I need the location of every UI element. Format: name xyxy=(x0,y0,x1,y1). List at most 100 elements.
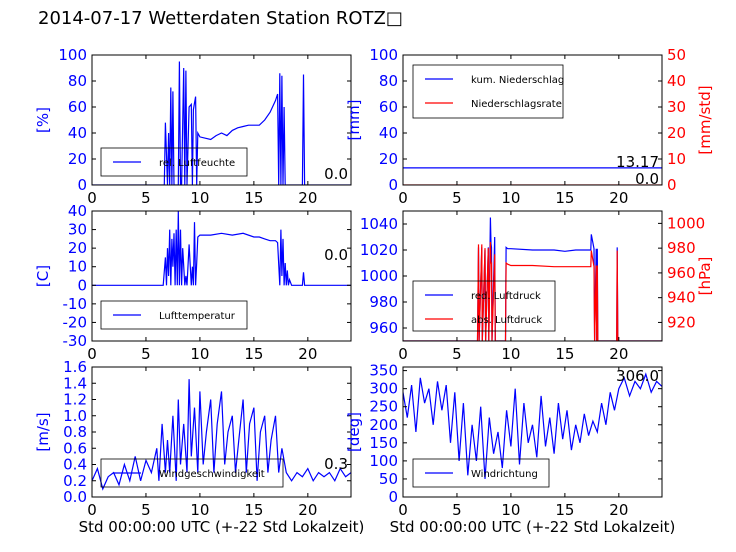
temperature-ytick-label: -10 xyxy=(63,295,88,313)
precipitation-ytick-right-label: 30 xyxy=(667,98,686,116)
temperature-legend-label: Lufttemperatur xyxy=(159,311,236,322)
wind_direction-xtick-label: 5 xyxy=(452,501,462,519)
precipitation-legend-label: kum. Niederschlag xyxy=(471,75,564,86)
temperature-ytick-label: 10 xyxy=(68,258,87,276)
temperature-ytick-label: -30 xyxy=(63,332,88,350)
wind_speed-ytick-label: 1.6 xyxy=(63,358,87,376)
wind_speed-ytick-label: 0.6 xyxy=(63,439,87,457)
humidity-ylabel: [%] xyxy=(34,107,52,133)
wind_direction-ytick-label: 50 xyxy=(379,470,398,488)
wind_direction-ylabel: [deg] xyxy=(345,412,363,452)
wind_speed-ytick-label: 0.2 xyxy=(63,472,87,490)
pressure-xtick-label: 10 xyxy=(501,345,520,363)
wind_speed-ytick-label: 0.0 xyxy=(63,488,87,506)
wind_direction-xtick-label: 0 xyxy=(398,501,408,519)
wind_speed-series-0-line xyxy=(92,379,351,491)
temperature-plot-frame xyxy=(91,210,352,342)
wind_direction-plot-frame xyxy=(402,366,663,498)
precipitation-xtick-label: 10 xyxy=(501,189,520,207)
precipitation-ytick-label: 60 xyxy=(379,98,398,116)
temperature-legend-box xyxy=(100,300,248,330)
humidity-xtick-label: 15 xyxy=(244,189,263,207)
wind_direction-ytick-label: 0 xyxy=(388,488,398,506)
humidity-ytick-label: 20 xyxy=(68,150,87,168)
precipitation-xtick-label: 5 xyxy=(452,189,462,207)
precipitation-ylabel: [mm] xyxy=(345,100,363,141)
humidity-xtick-label: 10 xyxy=(190,189,209,207)
pressure-series-1-line xyxy=(403,241,662,341)
wind_speed-ytick-label: 0.8 xyxy=(63,423,87,441)
precipitation-ytick-right-label: 40 xyxy=(667,72,686,90)
page-title: 2014-07-17 Wetterdaten Station ROTZ□ xyxy=(38,8,403,29)
wind_direction-ytick-label: 350 xyxy=(369,362,398,380)
wind_direction-series-0-line xyxy=(403,372,662,479)
wind_direction-xtick-label: 10 xyxy=(501,501,520,519)
pressure-xtick-label: 5 xyxy=(452,345,462,363)
humidity-ytick-label: 100 xyxy=(58,46,87,64)
humidity-legend-box xyxy=(100,147,248,177)
temperature-xtick-label: 5 xyxy=(141,345,151,363)
wind_speed-xtick-label: 0 xyxy=(87,501,97,519)
humidity-xtick-label: 5 xyxy=(141,189,151,207)
precipitation-ytick-right-label: 20 xyxy=(667,124,686,142)
wind_direction-current-value-label: 306.0 xyxy=(616,367,659,385)
pressure-ytick-label: 980 xyxy=(369,293,398,311)
precipitation-ylabel-right: [mm/std] xyxy=(696,85,714,154)
wind_speed-ytick-label: 1.4 xyxy=(63,374,87,392)
pressure-ytick-label: 960 xyxy=(369,319,398,337)
pressure-ytick-right-label: 980 xyxy=(667,239,696,257)
humidity-legend-label: rel. Luftfeuchte xyxy=(159,158,235,169)
pressure-ytick-label: 1020 xyxy=(360,241,398,259)
precipitation-current-value-label: 0.0 xyxy=(635,170,659,188)
temperature-current-value-label: 0.0 xyxy=(324,246,348,264)
pressure-legend-box xyxy=(412,280,556,332)
humidity-plot-frame xyxy=(91,54,352,186)
wind_speed-xlabel: Std 00:00:00 UTC (+-22 Std Lokalzeit) xyxy=(79,518,365,536)
wind_direction-ytick-label: 100 xyxy=(369,452,398,470)
pressure-ytick-label: 1040 xyxy=(360,215,398,233)
temperature-ytick-label: 30 xyxy=(68,221,87,239)
precipitation-xtick-label: 20 xyxy=(609,189,628,207)
humidity-ytick-label: 60 xyxy=(68,98,87,116)
humidity-xtick-label: 20 xyxy=(298,189,317,207)
wind_direction-ytick-label: 250 xyxy=(369,398,398,416)
pressure-legend-label: abs. Luftdruck xyxy=(471,315,542,326)
humidity-current-value-label: 0.0 xyxy=(324,165,348,183)
pressure-ylabel-right: [hPa] xyxy=(696,257,714,296)
wind_speed-legend-label: Windgeschwindigkeit xyxy=(159,469,265,480)
wind_speed-legend-box xyxy=(100,458,284,488)
pressure-legend-label: red. Luftdruck xyxy=(471,291,541,302)
temperature-series-0-line xyxy=(92,211,351,286)
precipitation-ytick-label: 0 xyxy=(388,176,398,194)
wind_direction-ytick-label: 150 xyxy=(369,434,398,452)
temperature-ytick-label: -20 xyxy=(63,313,88,331)
humidity-ytick-label: 40 xyxy=(68,124,87,142)
pressure-ytick-right-label: 940 xyxy=(667,289,696,307)
pressure-xtick-label: 15 xyxy=(555,345,574,363)
precipitation-plot-frame xyxy=(402,54,663,186)
temperature-xtick-label: 10 xyxy=(190,345,209,363)
temperature-xtick-label: 20 xyxy=(298,345,317,363)
wind_direction-ytick-label: 300 xyxy=(369,380,398,398)
precipitation-ytick-right-label: 50 xyxy=(667,46,686,64)
wind_speed-xtick-label: 15 xyxy=(244,501,263,519)
wind_direction-xtick-label: 15 xyxy=(555,501,574,519)
wind_speed-current-value-label: 0.3 xyxy=(324,455,348,473)
pressure-ytick-right-label: 920 xyxy=(667,313,696,331)
wind_speed-xtick-label: 5 xyxy=(141,501,151,519)
pressure-ytick-right-label: 960 xyxy=(667,264,696,282)
precipitation-ytick-right-label: 10 xyxy=(667,150,686,168)
precipitation-ytick-label: 100 xyxy=(369,46,398,64)
precipitation-current-value-label: 13.17 xyxy=(616,153,659,171)
wind_direction-xtick-label: 20 xyxy=(609,501,628,519)
precipitation-ytick-right-label: 0 xyxy=(667,176,677,194)
precipitation-ytick-label: 20 xyxy=(379,150,398,168)
humidity-series-0-line xyxy=(92,61,351,185)
wind_speed-ytick-label: 1.0 xyxy=(63,407,87,425)
temperature-ylabel: [C] xyxy=(34,265,52,287)
temperature-ytick-label: 0 xyxy=(77,276,87,294)
temperature-xtick-label: 15 xyxy=(244,345,263,363)
precipitation-xtick-label: 15 xyxy=(555,189,574,207)
pressure-xtick-label: 20 xyxy=(609,345,628,363)
